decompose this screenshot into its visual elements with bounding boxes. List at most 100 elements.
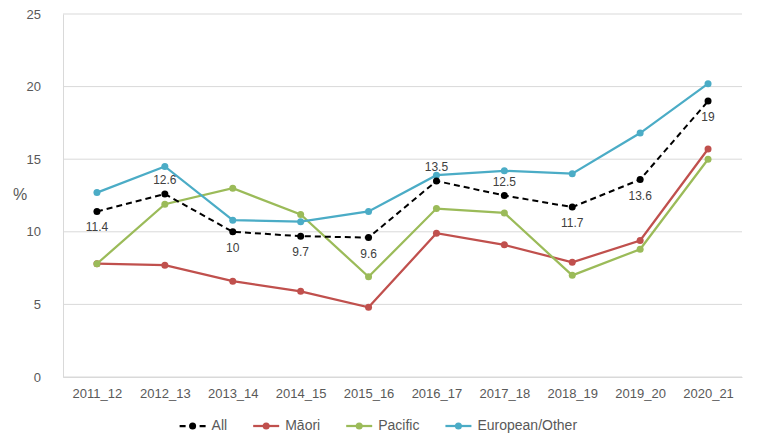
series-marker bbox=[569, 204, 576, 211]
series-marker bbox=[297, 233, 304, 240]
grid-line bbox=[63, 14, 742, 15]
data-label: 12.6 bbox=[153, 173, 177, 187]
plot-area: 05101520252011_122012_132013_142014_1520… bbox=[27, 7, 743, 402]
y-axis-label: % bbox=[13, 186, 27, 203]
series-marker bbox=[501, 209, 508, 216]
series-marker bbox=[161, 201, 168, 208]
x-tick-label: 2012_13 bbox=[140, 386, 191, 401]
x-tick: 2020_21 bbox=[683, 377, 734, 401]
legend-label: All bbox=[212, 417, 228, 433]
x-tick-label: 2019_20 bbox=[615, 386, 666, 401]
y-tick: 20 bbox=[27, 79, 63, 94]
data-label: 9.6 bbox=[360, 247, 377, 261]
grid-line bbox=[63, 86, 742, 87]
x-axis: 2011_12 2012_13 2013_14 2014_15 2015_16 2016_… bbox=[64, 377, 743, 401]
x-tick-label: 2014_15 bbox=[276, 386, 327, 401]
y-axis-line bbox=[63, 15, 64, 378]
series-marker bbox=[161, 163, 168, 170]
legend-label: Pacific bbox=[378, 417, 419, 433]
x-tick: 2012_13 bbox=[140, 377, 191, 401]
series-marker bbox=[705, 80, 712, 87]
grid-line bbox=[63, 377, 742, 378]
grid-line bbox=[63, 159, 742, 160]
y-tick: 25 bbox=[27, 7, 63, 22]
x-tick-label: 2015_16 bbox=[344, 386, 395, 401]
series-marker bbox=[637, 130, 644, 137]
series-marker bbox=[229, 278, 236, 285]
series-marker bbox=[229, 185, 236, 192]
legend-marker bbox=[356, 423, 363, 430]
legend-label: Māori bbox=[285, 417, 320, 433]
series-marker bbox=[705, 156, 712, 163]
legend-marker bbox=[189, 423, 196, 430]
series-line bbox=[97, 159, 708, 277]
x-tick: 2019_20 bbox=[615, 377, 666, 401]
legend-item: Pacific bbox=[346, 417, 419, 433]
series-marker bbox=[229, 228, 236, 235]
y-tick: 0 bbox=[34, 370, 63, 385]
series-marker bbox=[569, 170, 576, 177]
x-tick: 2013_14 bbox=[208, 377, 259, 401]
series-marker bbox=[433, 205, 440, 212]
series-marker bbox=[229, 217, 236, 224]
x-tick: 2015_16 bbox=[344, 377, 395, 401]
legend-marker bbox=[455, 423, 462, 430]
series-marker bbox=[501, 241, 508, 248]
series-marker bbox=[637, 237, 644, 244]
y-tick-label: 25 bbox=[27, 7, 41, 22]
series-marker bbox=[297, 288, 304, 295]
data-label: 9.7 bbox=[292, 245, 309, 259]
series-marker bbox=[569, 259, 576, 266]
x-tick-label: 2011_12 bbox=[73, 386, 123, 401]
data-label: 11.4 bbox=[86, 220, 109, 234]
series-marker bbox=[501, 192, 508, 199]
data-label: 12.5 bbox=[493, 175, 517, 189]
y-tick-label: 5 bbox=[34, 297, 41, 312]
chart: 05101520252011_122012_132013_142014_1520… bbox=[0, 0, 757, 448]
legend-item: European/Other bbox=[445, 417, 577, 433]
series-marker bbox=[297, 218, 304, 225]
series-marker bbox=[433, 177, 440, 184]
grid bbox=[63, 14, 742, 377]
series-marker bbox=[93, 260, 100, 267]
series-marker bbox=[637, 246, 644, 253]
series-marker bbox=[705, 146, 712, 153]
x-tick: 2017_18 bbox=[480, 377, 531, 401]
series-marker bbox=[433, 230, 440, 237]
data-label: 10 bbox=[226, 241, 240, 255]
y-tick-label: 20 bbox=[27, 79, 41, 94]
series-marker bbox=[93, 189, 100, 196]
series-marker bbox=[365, 234, 372, 241]
series-line bbox=[97, 84, 708, 222]
y-tick: 5 bbox=[34, 297, 63, 312]
x-tick-label: 2016_17 bbox=[412, 386, 463, 401]
x-tick: 2014_15 bbox=[276, 377, 327, 401]
x-tick: 2018_19 bbox=[547, 377, 598, 401]
legend-item: Māori bbox=[253, 417, 320, 433]
series-marker bbox=[297, 211, 304, 218]
y-tick-label: 15 bbox=[27, 152, 41, 167]
x-tick-label: 2017_18 bbox=[480, 386, 531, 401]
data-labels: 11.412.6109.79.613.512.511.713.619 bbox=[86, 110, 715, 260]
legend-label: European/Other bbox=[477, 417, 577, 433]
grid-line bbox=[63, 304, 742, 305]
series-marker bbox=[705, 98, 712, 105]
data-label: 19 bbox=[701, 110, 715, 124]
data-label: 13.6 bbox=[628, 189, 652, 203]
y-axis: 0 5 10 15 20 25 bbox=[27, 7, 64, 385]
y-tick-label: 10 bbox=[27, 224, 41, 239]
series-marker bbox=[93, 260, 100, 267]
series-marker bbox=[365, 208, 372, 215]
x-tick-label: 2018_19 bbox=[547, 386, 598, 401]
data-label: 11.7 bbox=[561, 216, 584, 230]
series-marker bbox=[501, 167, 508, 174]
series-marker bbox=[569, 272, 576, 279]
series-group bbox=[93, 80, 711, 311]
legend-item: All bbox=[180, 417, 228, 433]
series-marker bbox=[161, 191, 168, 198]
x-tick: 2016_17 bbox=[412, 377, 463, 401]
y-tick: 10 bbox=[27, 224, 63, 239]
series-marker bbox=[365, 304, 372, 311]
series-marker bbox=[637, 176, 644, 183]
x-tick-label: 2013_14 bbox=[208, 386, 259, 401]
